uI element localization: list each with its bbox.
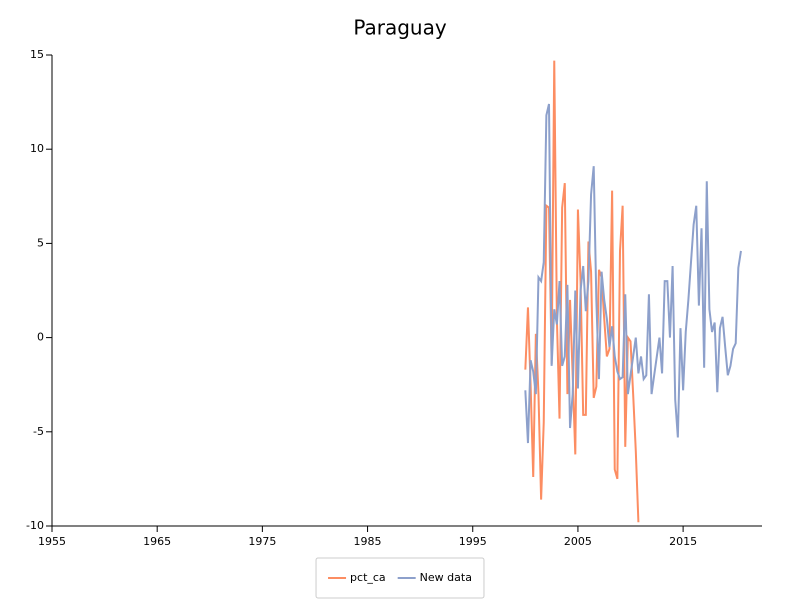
- x-tick-label: 1995: [459, 535, 487, 548]
- y-tick-label: 15: [30, 48, 44, 61]
- x-tick-label: 1985: [354, 535, 382, 548]
- y-tick-label: 0: [37, 331, 44, 344]
- chart-title: Paraguay: [353, 16, 447, 40]
- x-tick-label: 1975: [248, 535, 276, 548]
- legend-label: pct_ca: [350, 571, 386, 584]
- y-tick-label: -5: [33, 425, 44, 438]
- x-tick-label: 2015: [669, 535, 697, 548]
- y-tick-label: -10: [26, 519, 44, 532]
- y-tick-label: 5: [37, 236, 44, 249]
- x-tick-label: 1955: [38, 535, 66, 548]
- line: [524, 60, 640, 523]
- legend: pct_ca New data: [315, 557, 485, 599]
- x-tick-label: 1965: [143, 535, 171, 548]
- y-tick-label: 10: [30, 142, 44, 155]
- x-tick-label: 2005: [564, 535, 592, 548]
- line: [524, 103, 742, 444]
- legend-label: New data: [420, 571, 472, 584]
